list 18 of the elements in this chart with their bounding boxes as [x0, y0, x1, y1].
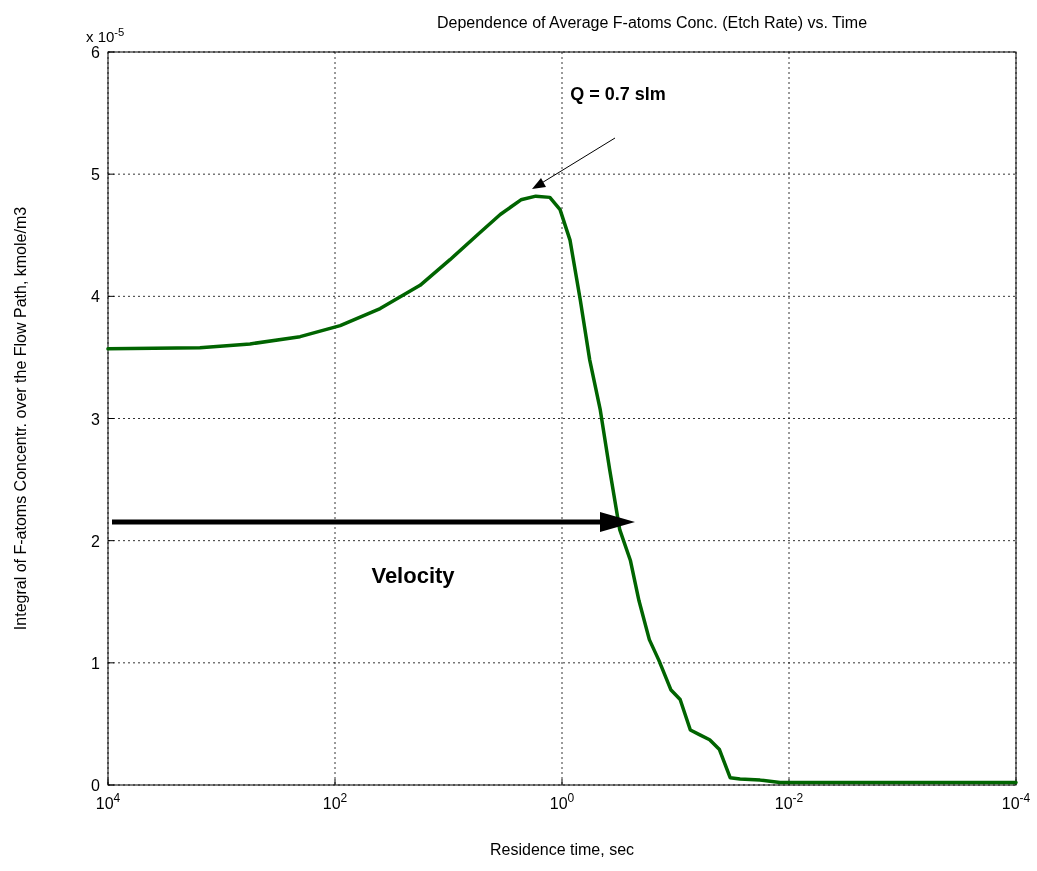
y-tick-label: 5 — [91, 166, 101, 184]
y-axis-title: Integral of F-atoms Concentr. over the Flow Path, kmole/m3 — [12, 206, 29, 631]
y-tick-label: 4 — [91, 288, 101, 306]
x-tick-label: 10$^{4}$ — [95, 791, 121, 812]
y-tick-label: 6 — [91, 44, 101, 61]
x-tick-label: 10$^{-2}$ — [774, 791, 804, 812]
y-tick-label: 2 — [91, 532, 101, 550]
y-tick-label: 3 — [91, 410, 101, 428]
chart-title: Dependence of Average F-atoms Conc. (Etch Rate) vs. Time — [436, 14, 868, 31]
text: x 10$^{-5}$ — [86, 26, 125, 45]
x-tick-label: 10$^{2}$ — [322, 791, 348, 812]
x-axis-title: Residence time, sec — [489, 841, 635, 858]
y-tick-label: 0 — [91, 777, 101, 794]
x-tick-label: 10$^{0}$ — [549, 791, 575, 812]
x-tick-label: 10$^{-4}$ — [1001, 791, 1031, 812]
annotation: Velocity — [371, 563, 456, 588]
y-tick-label: 1 — [91, 654, 101, 672]
annotation: Q = 0.7 slm — [570, 84, 666, 104]
